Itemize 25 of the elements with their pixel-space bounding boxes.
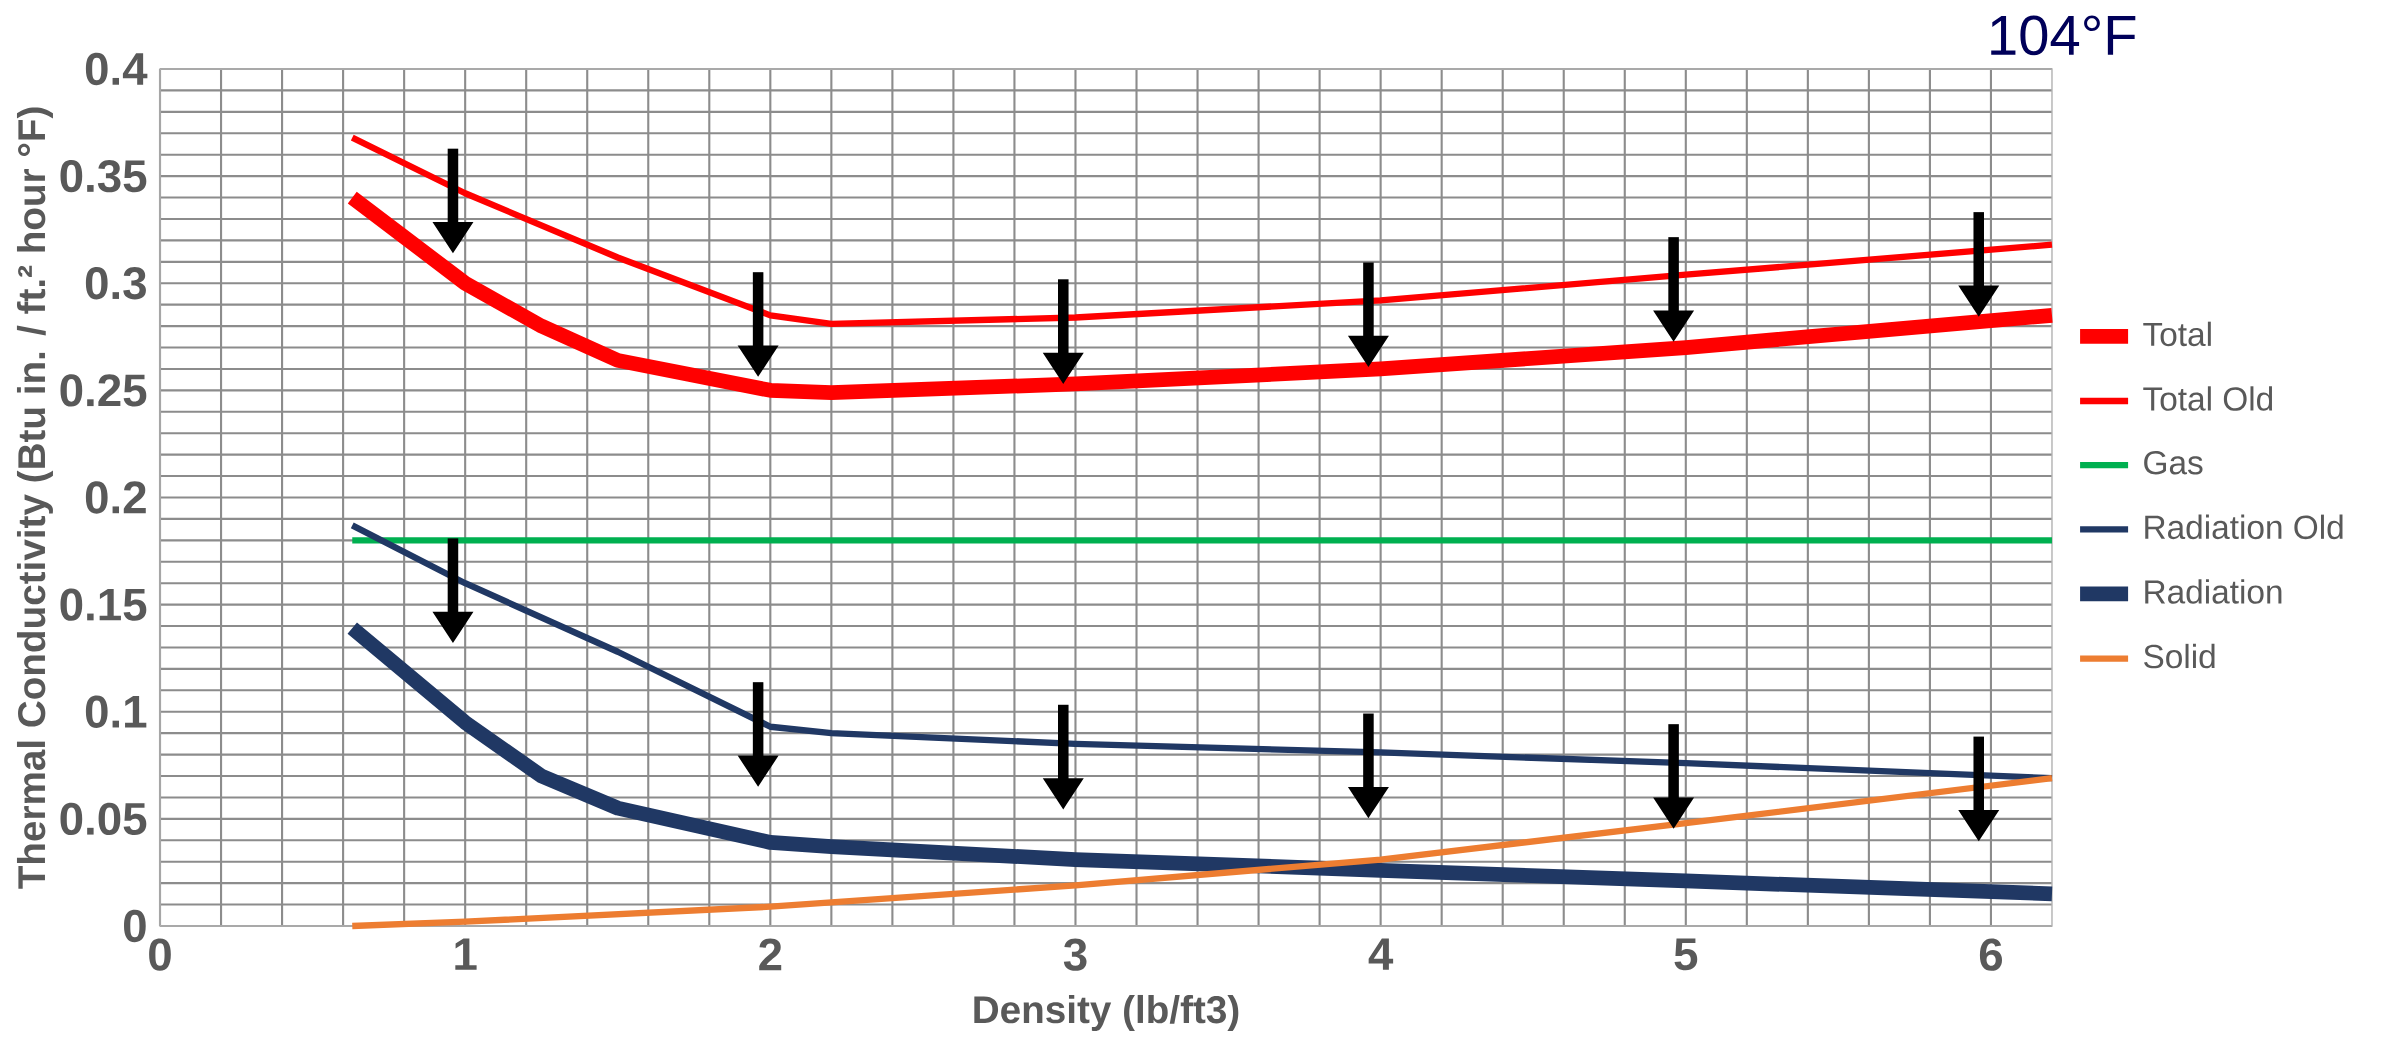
x-axis-title: Density (lb/ft3) [974,994,1239,1031]
y-tick-label: 0 [124,909,146,943]
x-tick-label: 0 [149,938,171,971]
y-tick-label: 0.1 [85,695,147,728]
x-tick-label: 1 [455,938,477,970]
x-tick-label: 3 [1063,938,1087,971]
legend-label: Radiation Old [2145,514,2343,540]
x-tick-label: 2 [759,938,782,971]
y-tick-label: 0.05 [60,802,147,836]
y-axis-title: Thermal Conductivity (Btu in. / ft.² hour °F) [16,107,53,889]
legend-label: Solid [2144,643,2215,669]
y-tick-label: 0.4 [85,52,148,86]
x-tick-label: 6 [1979,938,2002,971]
legend-label: Radiation [2145,579,2282,604]
legend-label: Total Old [2143,386,2273,411]
legend-label: Total [2143,321,2211,347]
y-tick-label: 0.25 [60,374,147,407]
chart-title: 104°F [1991,15,2136,56]
legend-label: Gas [2144,450,2203,475]
x-tick-label: 4 [1368,938,1394,970]
y-tick-label: 0.35 [60,159,147,193]
y-tick-label: 0.15 [60,588,147,621]
x-tick-label: 5 [1674,938,1698,971]
y-tick-label: 0.2 [85,481,146,514]
y-tick-label: 0.3 [85,267,146,300]
